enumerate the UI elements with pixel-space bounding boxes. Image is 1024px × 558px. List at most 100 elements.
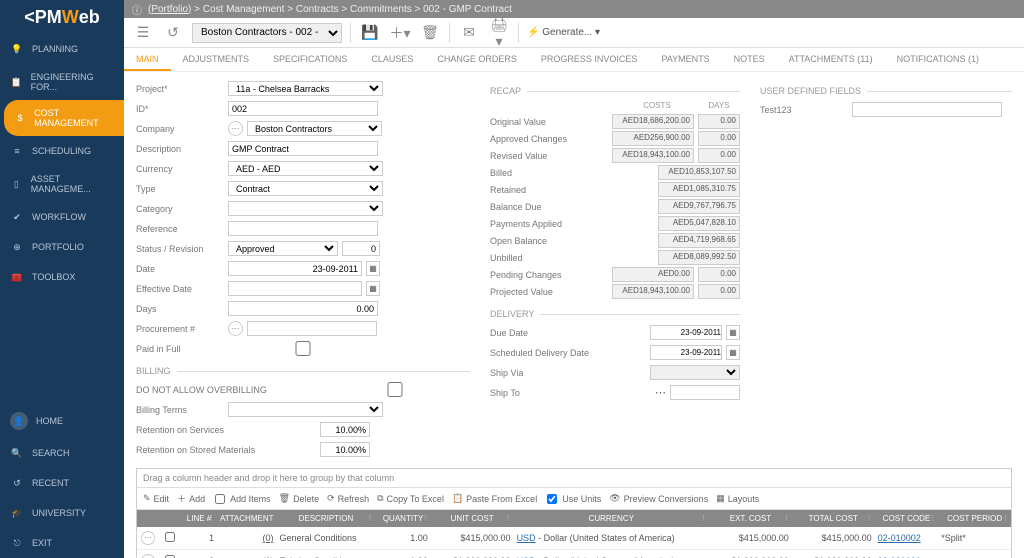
retserv-input[interactable] — [320, 422, 370, 437]
grid-header[interactable]: UNIT COST⋮ — [431, 510, 514, 527]
grid-header[interactable] — [159, 510, 181, 527]
preview-button[interactable]: 👁 Preview Conversions — [609, 493, 708, 504]
refresh-button[interactable]: ⟳ Refresh — [327, 493, 369, 504]
calendar-icon[interactable]: ▦ — [726, 345, 740, 360]
revision-input[interactable] — [342, 241, 380, 256]
record-selector[interactable]: Boston Contractors - 002 - GMP Con — [192, 23, 342, 43]
cell-att[interactable]: (0) — [217, 527, 276, 550]
currency-select[interactable]: AED - AED — [228, 161, 383, 176]
tab-payments[interactable]: PAYMENTS — [649, 48, 721, 71]
grid-header[interactable]: ATTACHMENT⋮ — [217, 510, 276, 527]
company-select[interactable]: Boston Contractors — [247, 121, 382, 136]
calendar-icon[interactable]: ▦ — [726, 325, 740, 340]
cell-code[interactable]: 02-020000 — [875, 550, 939, 558]
tab-clauses[interactable]: CLAUSES — [359, 48, 425, 71]
layouts-button[interactable]: ▦ Layouts — [716, 493, 759, 504]
info-icon[interactable]: ⓘ — [132, 2, 142, 17]
mail-icon[interactable]: ✉ — [458, 22, 480, 44]
sidebar-item-planning[interactable]: 💡PLANNING — [0, 34, 124, 64]
terms-select[interactable] — [228, 402, 383, 417]
date-input[interactable] — [228, 261, 362, 276]
edit-button[interactable]: ✎ Edit — [143, 493, 169, 504]
shipto-lookup-icon[interactable]: ⋯ — [655, 386, 666, 399]
sidebar-item-scheduling[interactable]: ≡SCHEDULING — [0, 136, 124, 166]
sidebar-item-engineering-for-[interactable]: 📋ENGINEERING FOR... — [0, 64, 124, 100]
sidebar-item-portfolio[interactable]: ⊕PORTFOLIO — [0, 232, 124, 262]
sidebar-item-cost-management[interactable]: $COST MANAGEMENT — [4, 100, 124, 136]
nav-icon: ⎋ — [10, 536, 24, 550]
print-icon[interactable]: 🖨▾ — [488, 22, 510, 44]
company-lookup-icon[interactable]: ⋯ — [228, 121, 243, 136]
reference-input[interactable] — [228, 221, 378, 236]
row-checkbox[interactable] — [165, 532, 175, 542]
add-icon[interactable]: ＋▾ — [389, 22, 411, 44]
paste-button[interactable]: 📋 Paste From Excel — [452, 493, 537, 504]
cell-code[interactable]: 02-010002 — [875, 527, 939, 550]
grid-header[interactable]: TOTAL COST⋮ — [792, 510, 875, 527]
useunits-toggle[interactable]: Use Units — [545, 494, 601, 504]
tab-adjustments[interactable]: ADJUSTMENTS — [171, 48, 262, 71]
proc-input[interactable] — [247, 321, 377, 336]
grid-header[interactable]: COST PERIOD⋮ — [938, 510, 1011, 527]
grid-header[interactable]: DESCRIPTION⋮ — [276, 510, 375, 527]
tab-change-orders[interactable]: CHANGE ORDERS — [425, 48, 529, 71]
tab-notes[interactable]: NOTES — [722, 48, 777, 71]
tab-main[interactable]: MAIN — [124, 48, 171, 71]
sidebar-item-recent[interactable]: ↺RECENT — [0, 468, 124, 498]
project-select[interactable]: 11a - Chelsea Barracks — [228, 81, 383, 96]
status-select[interactable]: Approved — [228, 241, 338, 256]
grid-header[interactable]: QUANTITY⋮ — [375, 510, 430, 527]
grid-header[interactable] — [137, 510, 159, 527]
sidebar-item-search[interactable]: 🔍SEARCH — [0, 438, 124, 468]
grid-header[interactable]: LINE #⋮ — [181, 510, 217, 527]
sched-input[interactable] — [650, 345, 722, 360]
generate-button[interactable]: ⚡ Generate... ▾ — [527, 27, 600, 38]
grid-header[interactable]: CURRENCY⋮ — [514, 510, 709, 527]
calendar-icon[interactable]: ▦ — [366, 261, 380, 276]
breadcrumb-link[interactable]: (Portfolio) — [148, 4, 191, 15]
row-menu-icon[interactable]: ⋯ — [141, 531, 155, 545]
grid-header[interactable]: COST CODE⋮ — [875, 510, 939, 527]
logo-pre: <PM — [24, 7, 62, 28]
list-icon[interactable]: ☰ — [132, 22, 154, 44]
id-input[interactable] — [228, 101, 378, 116]
sidebar-item-exit[interactable]: ⎋EXIT — [0, 528, 124, 558]
shipvia-select[interactable] — [650, 365, 740, 380]
sidebar-item-university[interactable]: 🎓UNIVERSITY — [0, 498, 124, 528]
tab-notifications-[interactable]: NOTIFICATIONS (1) — [885, 48, 991, 71]
copy-button[interactable]: ⧉ Copy To Excel — [377, 493, 444, 504]
effdate-input[interactable] — [228, 281, 362, 296]
table-row[interactable]: ⋯2(0)Existing Conditions1.00$1,000,000.0… — [137, 550, 1011, 558]
tab-attachments-[interactable]: ATTACHMENTS (11) — [777, 48, 885, 71]
tab-progress-invoices[interactable]: PROGRESS INVOICES — [529, 48, 650, 71]
row-menu-icon[interactable]: ⋯ — [141, 554, 155, 558]
days-input[interactable] — [228, 301, 378, 316]
sidebar-item-asset-manageme-[interactable]: ▯ASSET MANAGEME... — [0, 166, 124, 202]
udf-input[interactable] — [852, 102, 1002, 117]
sidebar-item-toolbox[interactable]: 🧰TOOLBOX — [0, 262, 124, 292]
add-button[interactable]: ＋ Add — [177, 492, 205, 505]
due-input[interactable] — [650, 325, 722, 340]
retmat-input[interactable] — [320, 442, 370, 457]
paid-checkbox[interactable] — [228, 341, 378, 356]
sidebar-item-workflow[interactable]: ✔WORKFLOW — [0, 202, 124, 232]
delete-icon[interactable]: 🗑 — [419, 22, 441, 44]
calendar-icon[interactable]: ▦ — [366, 281, 380, 296]
grid-header[interactable]: EXT. COST⋮ — [709, 510, 792, 527]
proc-lookup-icon[interactable]: ⋯ — [228, 321, 243, 336]
recap-row: UnbilledAED8,089,992.50 — [490, 249, 740, 266]
sidebar-item-home[interactable]: 👤HOME — [0, 404, 124, 438]
delete-button[interactable]: 🗑 Delete — [279, 493, 319, 504]
overbill-checkbox[interactable] — [320, 382, 470, 397]
shipto-input[interactable] — [670, 385, 740, 400]
description-input[interactable] — [228, 141, 378, 156]
grid-group-hint[interactable]: Drag a column header and drop it here to… — [137, 469, 1011, 488]
history-icon[interactable]: ↺ — [162, 22, 184, 44]
cell-att[interactable]: (0) — [217, 550, 276, 558]
category-select[interactable] — [228, 201, 383, 216]
save-icon[interactable]: 💾 — [359, 22, 381, 44]
tab-specifications[interactable]: SPECIFICATIONS — [261, 48, 359, 71]
table-row[interactable]: ⋯1(0)General Conditions1.00$415,000.00US… — [137, 527, 1011, 550]
type-select[interactable]: Contract — [228, 181, 383, 196]
additems-button[interactable]: Add Items — [213, 494, 271, 504]
